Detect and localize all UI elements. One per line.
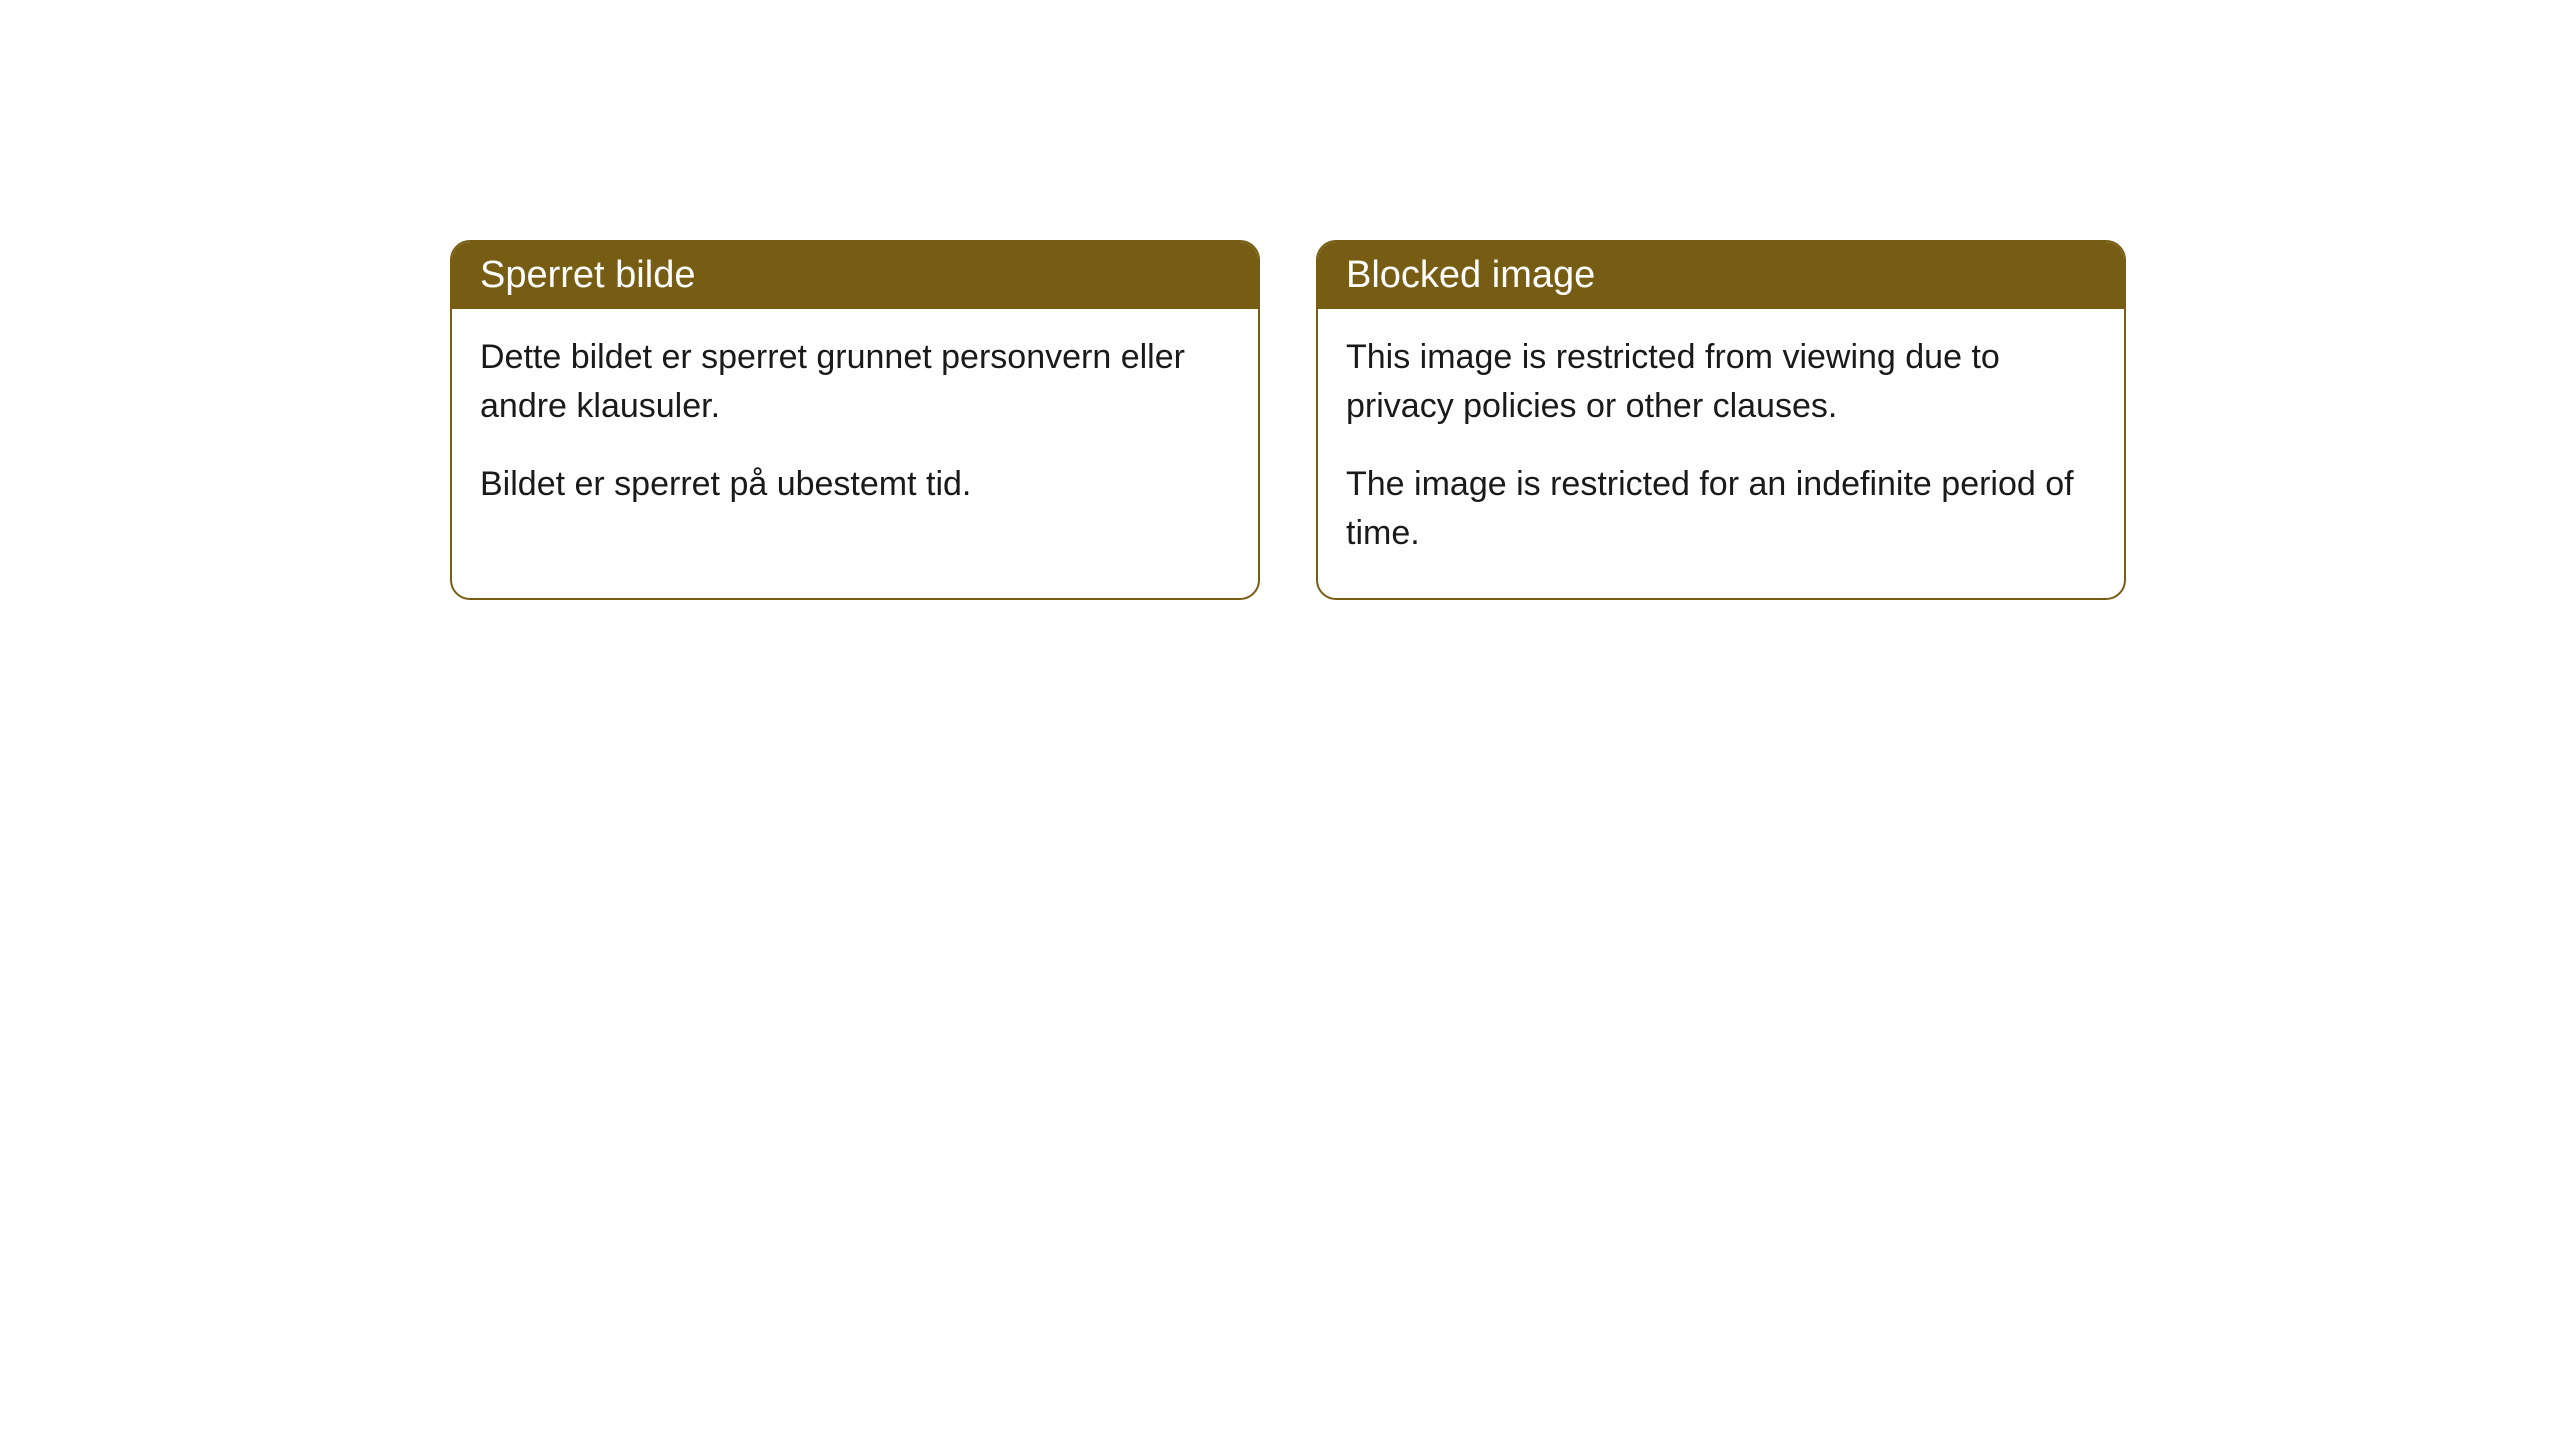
- card-paragraph: Dette bildet er sperret grunnet personve…: [480, 333, 1230, 432]
- notice-card-norwegian: Sperret bilde Dette bildet er sperret gr…: [450, 240, 1260, 600]
- card-title: Sperret bilde: [480, 254, 695, 296]
- card-body: This image is restricted from viewing du…: [1318, 309, 2124, 598]
- notice-card-english: Blocked image This image is restricted f…: [1316, 240, 2126, 600]
- card-paragraph: Bildet er sperret på ubestemt tid.: [480, 460, 1230, 509]
- card-paragraph: This image is restricted from viewing du…: [1346, 333, 2096, 432]
- card-paragraph: The image is restricted for an indefinit…: [1346, 460, 2096, 559]
- notice-cards-container: Sperret bilde Dette bildet er sperret gr…: [450, 240, 2126, 600]
- card-body: Dette bildet er sperret grunnet personve…: [452, 309, 1258, 549]
- card-header: Sperret bilde: [452, 242, 1258, 309]
- card-header: Blocked image: [1318, 242, 2124, 309]
- card-title: Blocked image: [1346, 254, 1595, 296]
